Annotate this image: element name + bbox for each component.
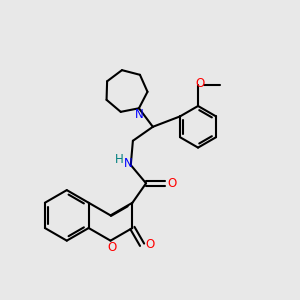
Text: O: O (195, 77, 204, 90)
Text: O: O (145, 238, 154, 251)
Text: N: N (123, 157, 132, 170)
Text: N: N (135, 108, 144, 121)
Text: O: O (107, 241, 117, 254)
Text: H: H (115, 153, 124, 166)
Text: O: O (167, 177, 176, 190)
